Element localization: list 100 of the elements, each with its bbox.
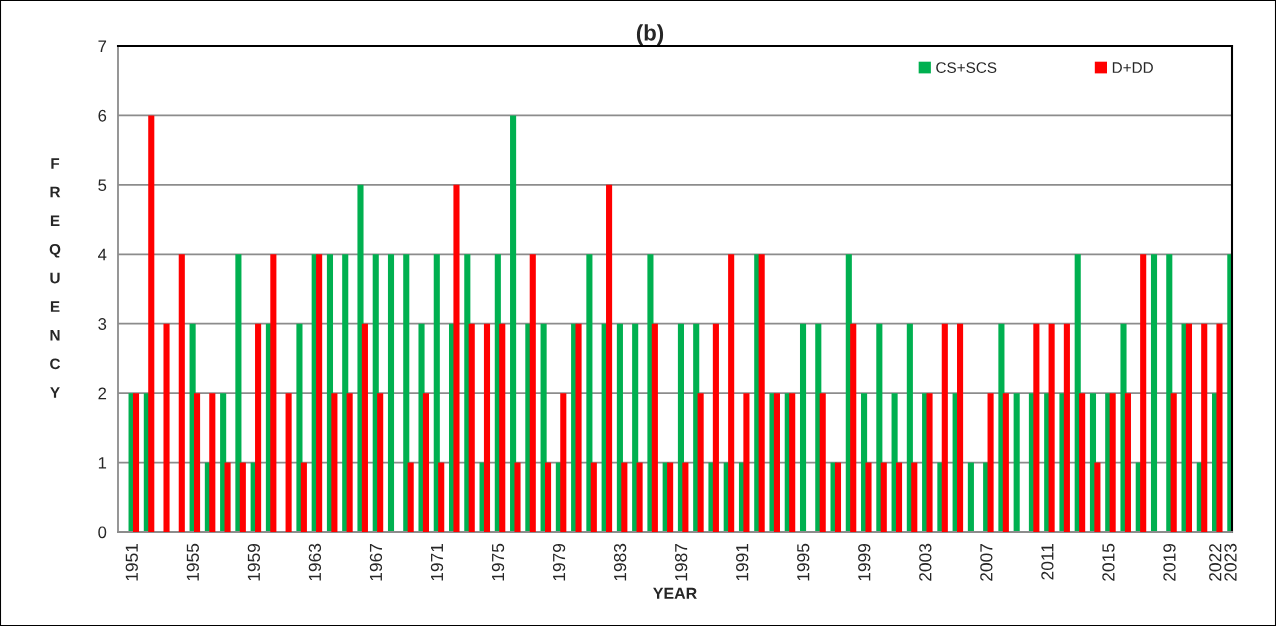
x-tick-label: 1971: [430, 543, 444, 581]
bar: [1048, 323, 1055, 532]
bar: [712, 323, 719, 532]
x-tick-label: 1959: [247, 543, 260, 581]
bar: [544, 462, 552, 532]
bar: [148, 115, 155, 532]
bar: [773, 393, 780, 532]
x-tick-label: 1967: [369, 543, 383, 581]
bar: [799, 323, 807, 532]
bar: [651, 323, 658, 532]
bar: [209, 393, 216, 532]
x-tick-label: 1995: [797, 543, 810, 581]
bar: [407, 462, 414, 532]
bar: [178, 254, 185, 532]
bar: [1124, 393, 1131, 532]
bar: [331, 393, 338, 532]
bar: [377, 393, 384, 532]
x-tick-label: 2007: [980, 543, 993, 581]
x-tick-label: 1979: [552, 543, 566, 581]
legend-label: CS+SCS: [936, 62, 997, 73]
bar: [342, 254, 349, 532]
bar: [235, 254, 242, 532]
bar: [296, 323, 303, 532]
bar: [346, 393, 353, 532]
bar: [728, 254, 735, 532]
bar: [1063, 323, 1070, 532]
y-tick-label: 4: [98, 248, 107, 261]
bar: [220, 393, 227, 532]
bar: [697, 393, 704, 532]
bar: [1150, 254, 1158, 532]
bar: [667, 462, 674, 532]
bar: [957, 323, 964, 532]
bar: [422, 393, 429, 532]
bar: [361, 323, 368, 532]
bar: [1013, 393, 1020, 532]
bar: [590, 462, 597, 532]
bar: [621, 462, 628, 532]
bar: [850, 323, 857, 532]
bar: [1185, 323, 1193, 532]
x-tick-label: 1963: [308, 543, 322, 581]
bar: [1201, 323, 1208, 532]
bar: [438, 462, 445, 532]
x-tick-label: 1987: [675, 543, 688, 581]
bar: [483, 323, 491, 532]
bar: [560, 393, 567, 532]
x-tick-label: 2023: [1224, 543, 1237, 581]
bar: [453, 184, 460, 532]
bar: [1216, 323, 1223, 532]
bar: [743, 393, 750, 532]
bar: [163, 323, 170, 532]
bar: [632, 323, 639, 532]
x-tick-label: 2011: [1041, 543, 1054, 580]
bar: [1094, 462, 1101, 532]
bar: [758, 254, 765, 532]
bar: [300, 462, 307, 532]
legend-label: D+DD: [1112, 62, 1153, 73]
x-tick-label: 1991: [736, 543, 749, 581]
bar: [789, 393, 796, 532]
bar: [586, 254, 593, 532]
x-tick-label: 1999: [858, 543, 871, 581]
bar: [1002, 393, 1009, 532]
text: FREQUENCY: [49, 158, 61, 398]
bar: [895, 462, 903, 532]
x-tick-label: 1975: [491, 543, 505, 581]
bar: [819, 393, 826, 532]
bar: [224, 462, 231, 532]
bar: [510, 115, 517, 532]
x-tick-label: 1955: [186, 543, 199, 581]
bar: [316, 254, 323, 532]
bar: [255, 323, 262, 532]
bar: [987, 393, 994, 532]
bar: [499, 323, 506, 532]
y-tick-label: 1: [98, 457, 107, 469]
x-axis-title: YEAR: [653, 587, 697, 599]
bar: [575, 323, 582, 532]
y-tick-label: 2: [98, 387, 107, 400]
chart-title: (b): [636, 24, 664, 46]
y-tick-label: 0: [98, 526, 107, 539]
bar: [682, 462, 689, 532]
bar: [926, 393, 933, 532]
x-tick-label: 1983: [613, 543, 627, 581]
bar: [403, 254, 410, 532]
bar: [132, 393, 140, 532]
bar: [636, 462, 643, 532]
bar: [285, 393, 292, 532]
bar: [433, 254, 440, 532]
bar: [880, 462, 887, 532]
y-tick-label: 6: [98, 109, 107, 122]
x-tick-label: 1951: [125, 543, 138, 581]
x-tick-label: 2019: [1163, 543, 1176, 581]
bar: [387, 254, 395, 532]
bar: [967, 462, 974, 532]
y-tick-label: 7: [98, 40, 107, 53]
x-tick-label: 2003: [919, 543, 932, 581]
bar: [606, 184, 613, 532]
bar: [865, 462, 872, 532]
bar: [1079, 393, 1086, 532]
bar: [941, 323, 948, 532]
x-tick-label: 2015: [1102, 543, 1115, 581]
y-tick-label: 5: [98, 179, 107, 192]
